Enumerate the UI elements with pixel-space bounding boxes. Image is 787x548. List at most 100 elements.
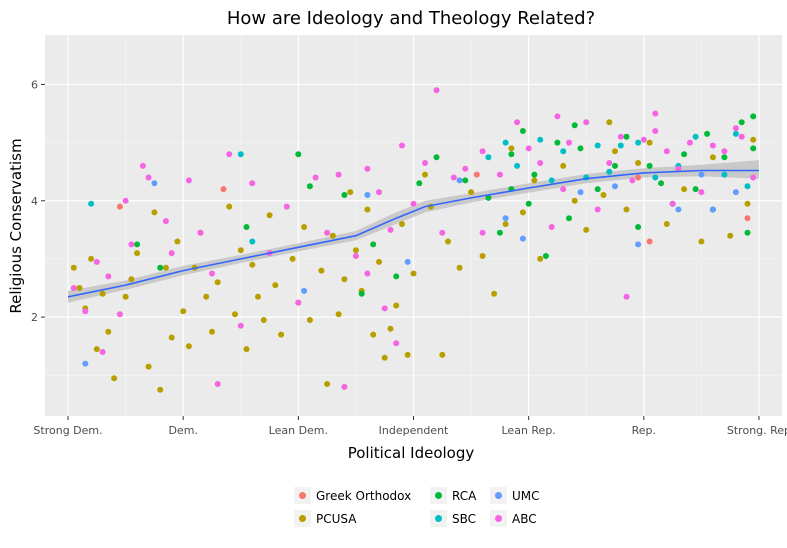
- data-point: [577, 189, 584, 196]
- data-point: [105, 328, 112, 335]
- data-point: [399, 142, 405, 149]
- data-point: [721, 171, 728, 178]
- data-point: [416, 180, 423, 187]
- legend-swatch: [299, 492, 306, 499]
- data-point: [594, 206, 601, 213]
- data-point: [122, 197, 129, 204]
- data-point: [462, 177, 469, 184]
- data-point: [105, 273, 112, 280]
- data-point: [82, 360, 89, 367]
- legend-swatch: [299, 515, 306, 522]
- data-point: [525, 200, 532, 207]
- data-point: [612, 183, 618, 190]
- data-point: [364, 192, 371, 198]
- data-point: [422, 171, 428, 178]
- data-point: [583, 119, 590, 126]
- data-point: [514, 162, 521, 169]
- data-point: [468, 189, 475, 196]
- data-point: [134, 250, 141, 257]
- data-point: [485, 154, 492, 161]
- data-point: [88, 200, 95, 207]
- y-axis-title: Religious Conservatism: [7, 138, 25, 313]
- data-point: [750, 145, 757, 152]
- data-point: [387, 226, 394, 233]
- confidence-band-area: [68, 160, 759, 303]
- data-point: [744, 200, 751, 207]
- series-umc: [82, 171, 739, 367]
- data-point: [255, 293, 261, 300]
- data-point: [145, 174, 152, 181]
- data-point: [243, 224, 250, 230]
- data-point: [295, 151, 302, 158]
- data-point: [554, 139, 561, 146]
- data-point: [237, 151, 244, 158]
- data-point: [635, 139, 642, 146]
- data-point: [514, 119, 521, 126]
- data-point: [99, 349, 106, 355]
- data-point: [139, 162, 146, 169]
- data-point: [496, 171, 503, 178]
- data-point: [387, 325, 394, 332]
- data-point: [324, 229, 331, 236]
- series-abc: [70, 87, 757, 390]
- data-point: [479, 253, 486, 259]
- data-point: [727, 232, 734, 239]
- data-point: [289, 255, 296, 262]
- data-point: [623, 133, 630, 140]
- data-point: [744, 215, 751, 222]
- data-point: [283, 203, 290, 210]
- data-point: [508, 151, 515, 158]
- y-tick-label: 2: [31, 311, 38, 324]
- legend-label: PCUSA: [316, 512, 357, 526]
- legend-label: Greek Orthodox: [316, 489, 411, 503]
- data-point: [358, 290, 365, 297]
- data-point: [185, 343, 192, 350]
- legend-swatch: [495, 515, 502, 522]
- data-point: [410, 270, 417, 277]
- data-point: [410, 200, 417, 207]
- trend-line-path: [67, 169, 759, 298]
- data-point: [370, 241, 377, 248]
- data-point: [439, 229, 446, 236]
- data-point: [646, 139, 653, 146]
- data-point: [306, 317, 313, 323]
- data-point: [312, 174, 319, 181]
- data-point: [502, 139, 509, 146]
- data-point: [675, 206, 682, 213]
- data-point: [709, 142, 716, 149]
- legend-swatch: [495, 492, 502, 499]
- data-point: [698, 189, 705, 196]
- data-point: [537, 255, 544, 262]
- y-tick-label: 4: [31, 195, 38, 208]
- legend-item-pcusa: PCUSA: [294, 510, 357, 527]
- data-point: [479, 148, 486, 155]
- legend: Greek Orthodox RCA UMC PCUSA SBC ABC: [294, 487, 540, 527]
- data-point: [548, 177, 555, 184]
- data-point: [600, 192, 607, 198]
- data-point: [404, 258, 411, 265]
- data-point: [502, 215, 509, 222]
- data-point: [122, 293, 129, 300]
- data-point: [462, 165, 469, 172]
- data-point: [658, 180, 665, 187]
- data-point: [542, 253, 549, 259]
- data-point: [329, 232, 336, 239]
- x-tick-label: Strong Dem.: [33, 424, 102, 437]
- data-point: [479, 229, 486, 236]
- data-point: [554, 113, 561, 120]
- legend-item-greek-orthodox: Greek Orthodox: [294, 487, 411, 504]
- data-point: [721, 154, 728, 161]
- data-point: [646, 162, 653, 169]
- data-point: [214, 381, 221, 387]
- data-point: [220, 186, 227, 193]
- data-point: [577, 145, 584, 152]
- data-point: [324, 381, 331, 387]
- x-tick-label: Independent: [379, 424, 449, 437]
- x-axis-title: Political Ideology: [348, 444, 475, 462]
- legend-label: UMC: [512, 489, 540, 503]
- data-point: [508, 145, 515, 152]
- data-point: [496, 229, 503, 236]
- legend-swatch: [435, 492, 442, 499]
- data-point: [433, 154, 440, 161]
